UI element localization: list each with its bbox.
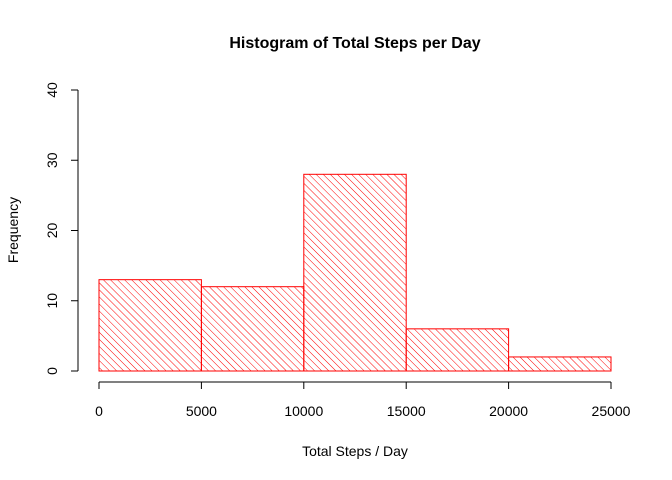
y-tick-label: 30 xyxy=(44,152,60,168)
y-axis-label: Frequency xyxy=(5,197,21,263)
histogram-bar-2 xyxy=(303,173,407,372)
histogram-bar-3 xyxy=(405,328,510,372)
y-axis: 0 10 20 30 40 xyxy=(44,82,79,375)
x-tick-label: 10000 xyxy=(284,403,323,419)
y-tick-label: 10 xyxy=(44,293,60,309)
histogram-bar-4 xyxy=(508,356,612,372)
x-tick-label: 20000 xyxy=(489,403,528,419)
x-tick-label: 0 xyxy=(95,403,103,419)
y-tick-label: 0 xyxy=(44,367,60,375)
histogram-bar-0 xyxy=(98,279,202,372)
y-tick-label: 40 xyxy=(44,82,60,98)
x-tick-label: 25000 xyxy=(592,403,631,419)
x-axis: 0 5000 10000 15000 20000 25000 xyxy=(95,381,631,419)
chart-title: Histogram of Total Steps per Day xyxy=(229,35,480,52)
x-tick-label: 5000 xyxy=(186,403,217,419)
histogram-bar-1 xyxy=(200,286,305,372)
bars-group xyxy=(98,173,612,372)
x-axis-label: Total Steps / Day xyxy=(302,443,408,459)
x-tick-label: 15000 xyxy=(387,403,426,419)
y-tick-label: 20 xyxy=(44,223,60,239)
